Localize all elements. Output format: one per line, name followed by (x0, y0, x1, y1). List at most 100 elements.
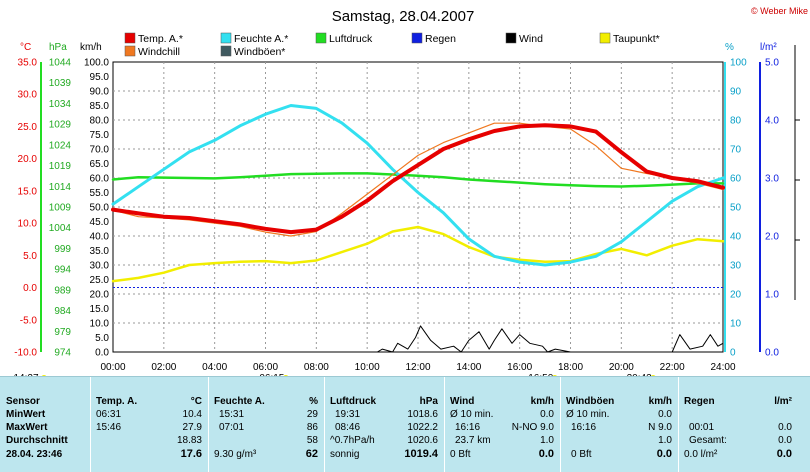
gust-unit: km/h (648, 396, 672, 407)
legend-label: Regen (425, 33, 456, 45)
x-tick-label: 04:00 (202, 362, 227, 373)
legend-label: Temp. A.* (138, 33, 183, 45)
x-tick-label: 00:00 (100, 362, 125, 373)
rain-unit: l/m² (774, 396, 792, 407)
rain-total-value: 0.0 (778, 435, 792, 446)
rain-tick-label: 3.0 (765, 174, 779, 185)
wind-max-time: 16:16 (455, 422, 481, 433)
temp-max-time: 15:46 (96, 422, 122, 433)
rain-header: Regen (684, 396, 715, 407)
humidity-min-time: 15:31 (219, 409, 245, 420)
legend-label: Windböen* (234, 46, 285, 58)
gust-max-time: 16:16 (571, 422, 597, 433)
x-tick-label: 12:00 (405, 362, 430, 373)
legend-label: Wind (519, 33, 543, 45)
legend-swatch (124, 32, 136, 44)
rain-value-1: 0.0 (778, 422, 792, 433)
x-tick-label: 18:00 (558, 362, 583, 373)
pressure-column: Luftdruck hPa 19:31 1018.6 08:46 1022.2 ^0.… (324, 377, 442, 472)
temp-tick-label: -5.0 (20, 315, 38, 326)
humidity-max-value: 86 (306, 422, 318, 433)
pressure-header: Luftdruck (330, 396, 377, 407)
wind-avg-value: 0.0 (540, 409, 554, 420)
pressure-tick-label: 1024 (49, 140, 72, 151)
pressure-tick-label: 1034 (49, 99, 72, 110)
pressure-tick-label: 994 (54, 265, 71, 276)
wind-tick-label: 40.0 (90, 232, 110, 243)
wind-axis-unit: km/h (80, 42, 102, 53)
humidity-tick-label: 70 (730, 145, 742, 156)
legend-swatch (220, 32, 232, 44)
temp-tick-label: 20.0 (18, 154, 38, 165)
humidity-column: Feuchte A.% 15:31 29 07:01 86 58 9.30 g/m³… (208, 377, 322, 472)
temp-tick-label: 5.0 (23, 251, 37, 262)
pressure-avg-value: 1020.6 (407, 435, 438, 446)
series-line-wind (376, 325, 724, 353)
copyright-text: © Weber Mike (751, 6, 808, 16)
pressure-max-time: 08:46 (335, 422, 361, 433)
wind-tick-label: 45.0 (90, 217, 110, 228)
row-label-min: MinWert (6, 409, 46, 420)
wind-tick-label: 90.0 (90, 87, 110, 98)
pressure-tick-label: 1039 (49, 78, 72, 89)
wind-tick-label: 20.0 (90, 290, 110, 301)
series-line-tempa (111, 123, 725, 235)
pressure-current-value: 1019.4 (404, 448, 438, 460)
wind-unit: km/h (530, 396, 554, 407)
series-line-feuchtea (111, 104, 725, 267)
pressure-tick-label: 984 (54, 306, 71, 317)
pressure-forecast: sonnig (330, 449, 360, 460)
humidity-tick-label: 30 (730, 261, 742, 272)
x-tick-label: 20:00 (609, 362, 634, 373)
legend-swatch (124, 45, 136, 57)
humidity-tick-label: 80 (730, 116, 742, 127)
pressure-tick-label: 1029 (49, 120, 72, 131)
pressure-max-value: 1022.2 (407, 422, 438, 433)
humidity-tick-label: 50 (730, 203, 742, 214)
x-tick-label: 14:00 (456, 362, 481, 373)
x-tick-label: 08:00 (304, 362, 329, 373)
sensor-table: Sensor MinWert MaxWert Durchschnitt 28.0… (0, 376, 810, 472)
wind-tick-label: 25.0 (90, 275, 110, 286)
rain-tick-label: 5.0 (765, 58, 779, 69)
humidity-max-time: 07:01 (219, 422, 245, 433)
time-markers: 14:27 06:15 16:50 20:42 (13, 373, 656, 376)
temp-tick-label: 35.0 (18, 58, 38, 69)
wind-tick-label: 85.0 (90, 101, 110, 112)
temp-tick-label: 0.0 (23, 283, 37, 294)
rain-current-value: 0.0 (776, 448, 792, 460)
temp-tick-label: -10.0 (14, 348, 37, 359)
humidity-tick-label: 60 (730, 174, 742, 185)
sun-marker (650, 375, 656, 376)
legend-swatch (411, 32, 423, 44)
pressure-tick-label: 1044 (49, 58, 72, 69)
wind-tick-label: 100.0 (84, 58, 109, 69)
gust-column: Windböen km/h Ø 10 min. 0.0 16:16 N 9.0 1.0… (560, 377, 676, 472)
wind-tick-label: 15.0 (90, 304, 110, 315)
sun-marker (552, 375, 557, 376)
legend-label: Taupunkt* (613, 33, 660, 45)
rain-current-note: 0.0 l/m² (684, 449, 718, 460)
x-tick-label: 24:00 (710, 362, 735, 373)
pressure-tick-label: 989 (54, 285, 71, 296)
wind-tick-label: 50.0 (90, 203, 110, 214)
temp-unit: °C (190, 396, 202, 407)
wind-tick-label: 80.0 (90, 116, 110, 127)
wind-avg-total: 1.0 (540, 435, 554, 446)
wind-tick-label: 95.0 (90, 72, 110, 83)
pressure-tick-label: 974 (54, 348, 71, 359)
humidity-current-value: 62 (305, 448, 318, 460)
rain-tick-label: 4.0 (765, 116, 779, 127)
wind-tick-label: 55.0 (90, 188, 110, 199)
legend-swatch (505, 32, 517, 44)
humidity-avg-value: 58 (306, 435, 318, 446)
x-tick-label: 10:00 (355, 362, 380, 373)
temp-avg-value: 18.83 (176, 435, 202, 446)
sun-marker (283, 375, 289, 376)
gust-avg-value: 0.0 (658, 409, 672, 420)
humidity-absolute: 9.30 g/m³ (214, 449, 257, 460)
rain-axis-unit: l/m² (760, 42, 777, 53)
wind-avg-label: Ø 10 min. (450, 409, 494, 420)
adjacent-chart-edge (794, 45, 800, 300)
humidity-tick-label: 0 (730, 348, 736, 359)
